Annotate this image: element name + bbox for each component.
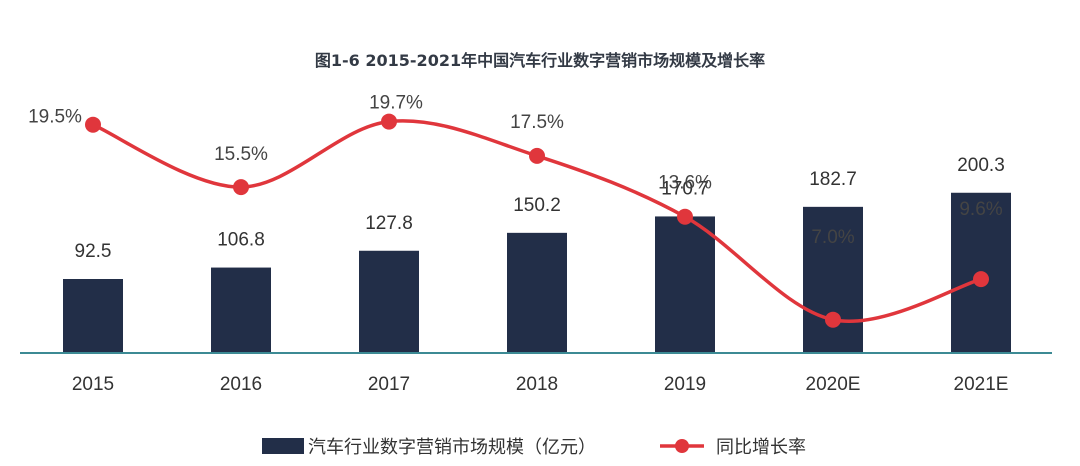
bar-2015 — [63, 279, 123, 353]
x-tick-2017: 2017 — [368, 374, 410, 395]
bar-2018 — [507, 232, 567, 353]
x-axis-tick-labels: 2015 2016 2017 2018 2019 2020E 2021E — [72, 374, 1009, 395]
x-tick-2015: 2015 — [72, 374, 114, 395]
rate-label-2020E: 7.0% — [811, 227, 854, 248]
bar-2016 — [211, 267, 271, 353]
rate-point-2018 — [529, 147, 545, 164]
bar-label-2020E: 182.7 — [809, 169, 857, 190]
rate-point-2016 — [233, 179, 249, 196]
rate-label-2021E: 9.6% — [959, 199, 1002, 220]
rate-label-2018: 17.5% — [510, 112, 564, 133]
legend-bar-label: 汽车行业数字营销市场规模（亿元） — [308, 437, 596, 458]
rate-point-2021E — [973, 271, 989, 288]
rate-label-2019: 13.6% — [658, 173, 712, 194]
legend: 汽车行业数字营销市场规模（亿元） 同比增长率 — [262, 437, 806, 458]
chart-title: 图1-6 2015-2021年中国汽车行业数字营销市场规模及增长率 — [315, 51, 765, 70]
x-tick-2016: 2016 — [220, 374, 262, 395]
rate-label-2015: 19.5% — [28, 107, 82, 128]
legend-line-label: 同比增长率 — [716, 437, 806, 458]
rate-point-2017 — [381, 113, 397, 130]
bar-2017 — [359, 250, 419, 353]
legend-bar-swatch — [262, 438, 304, 454]
bar-label-2019: 170.7 — [661, 178, 709, 199]
x-tick-2020E: 2020E — [806, 374, 861, 395]
x-tick-2019: 2019 — [664, 374, 706, 395]
bar-label-2018: 150.2 — [513, 195, 561, 216]
bar-2019 — [655, 216, 715, 353]
x-tick-2021E: 2021E — [954, 374, 1009, 395]
growth-rate-points — [85, 113, 989, 328]
bar-value-labels: 92.5 106.8 127.8 150.2 170.7 182.7 200.3 — [75, 155, 1005, 262]
bar-2020E — [803, 206, 863, 353]
rate-label-2016: 15.5% — [214, 144, 268, 165]
rate-label-2017: 19.7% — [369, 93, 423, 114]
x-tick-2018: 2018 — [516, 374, 558, 395]
growth-rate-labels: 19.5% 15.5% 19.7% 17.5% 13.6% 7.0% 9.6% — [28, 93, 1003, 248]
bar-series — [63, 192, 1011, 353]
legend-line-marker — [675, 439, 689, 453]
rate-point-2020E — [825, 311, 841, 328]
bar-label-2021E: 200.3 — [957, 155, 1005, 176]
bar-label-2016: 106.8 — [217, 230, 265, 251]
bar-label-2015: 92.5 — [75, 241, 112, 262]
bar-label-2017: 127.8 — [365, 213, 413, 234]
rate-point-2019 — [677, 208, 693, 225]
rate-point-2015 — [85, 116, 101, 133]
